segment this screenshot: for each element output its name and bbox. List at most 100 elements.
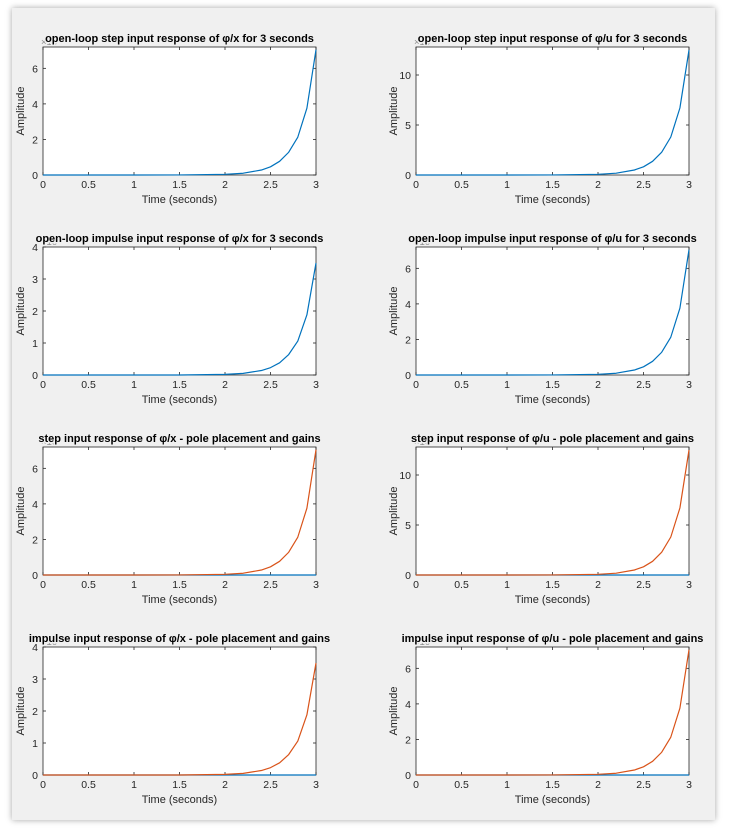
x-tick-label: 2 xyxy=(595,379,601,391)
y-tick-label: 2 xyxy=(32,134,38,146)
subplot-title: step input response of φ/x - pole placem… xyxy=(38,433,320,445)
x-tick-label: 0.5 xyxy=(454,179,469,191)
series-line-open-loop xyxy=(416,449,690,576)
axis-exponent-label: ×10 xyxy=(41,437,57,448)
plot-area xyxy=(415,646,690,776)
y-axis-label: Amplitude xyxy=(388,687,400,736)
plot-area xyxy=(42,646,317,776)
y-axis-label: Amplitude xyxy=(388,287,400,336)
y-tick-label: 0 xyxy=(405,770,411,782)
axis-exponent-label: ×10 xyxy=(41,37,57,48)
plot-area xyxy=(415,246,690,376)
x-tick-label: 1 xyxy=(504,779,510,791)
series-line-open-loop xyxy=(416,649,690,776)
y-tick-label: 5 xyxy=(405,120,411,132)
series-line-response xyxy=(43,49,317,176)
plot-area xyxy=(42,46,317,176)
y-tick-label: 1 xyxy=(32,738,38,750)
y-tick-label: 2 xyxy=(405,334,411,346)
x-tick-label: 3 xyxy=(313,579,319,591)
y-tick-label: 10 xyxy=(399,70,411,82)
plot-area xyxy=(42,446,317,576)
subplot-title: impulse input response of φ/x - pole pla… xyxy=(29,633,330,645)
subplot-title: open-loop step input response of φ/x for… xyxy=(45,33,314,45)
subplot-title: open-loop impulse input response of φ/u … xyxy=(408,233,696,245)
y-tick-label: 4 xyxy=(405,699,411,711)
x-tick-label: 3 xyxy=(686,379,692,391)
x-tick-label: 1.5 xyxy=(172,379,187,391)
y-tick-label: 0 xyxy=(405,570,411,582)
x-tick-label: 2 xyxy=(595,579,601,591)
x-tick-label: 0 xyxy=(40,579,46,591)
y-tick-label: 4 xyxy=(32,242,38,254)
x-tick-label: 0 xyxy=(413,379,419,391)
y-axis-label: Amplitude xyxy=(388,487,400,536)
x-tick-label: 0.5 xyxy=(81,779,96,791)
subplot-title: open-loop step input response of φ/u for… xyxy=(418,33,687,45)
subplot-title: step input response of φ/u - pole placem… xyxy=(411,433,694,445)
y-tick-label: 5 xyxy=(405,520,411,532)
x-tick-label: 0 xyxy=(40,379,46,391)
x-tick-label: 2 xyxy=(222,579,228,591)
x-tick-label: 0.5 xyxy=(81,379,96,391)
y-tick-label: 0 xyxy=(32,370,38,382)
y-tick-label: 1 xyxy=(32,338,38,350)
x-axis-label: Time (seconds) xyxy=(515,194,590,206)
x-tick-label: 1 xyxy=(504,379,510,391)
x-tick-label: 1.5 xyxy=(545,779,560,791)
x-tick-label: 1 xyxy=(504,579,510,591)
axis-exponent-label: ×10 xyxy=(414,437,430,448)
x-tick-label: 1.5 xyxy=(545,579,560,591)
y-axis-label: Amplitude xyxy=(15,87,27,136)
y-axis-label: Amplitude xyxy=(388,87,400,136)
x-tick-label: 0 xyxy=(40,779,46,791)
series-line-open-loop xyxy=(43,449,317,576)
y-tick-label: 2 xyxy=(32,706,38,718)
y-tick-label: 0 xyxy=(405,170,411,182)
x-tick-label: 2.5 xyxy=(263,379,278,391)
axis-exponent-label: ×10 xyxy=(41,237,57,248)
y-tick-label: 4 xyxy=(32,642,38,654)
x-tick-label: 0.5 xyxy=(454,779,469,791)
y-tick-label: 6 xyxy=(32,463,38,475)
x-axis-label: Time (seconds) xyxy=(515,594,590,606)
y-tick-label: 6 xyxy=(32,63,38,75)
x-tick-label: 1.5 xyxy=(545,179,560,191)
x-tick-label: 0 xyxy=(413,579,419,591)
plot-area xyxy=(415,446,690,576)
x-axis-label: Time (seconds) xyxy=(142,794,217,806)
x-tick-label: 0.5 xyxy=(454,379,469,391)
y-tick-label: 4 xyxy=(32,99,38,111)
y-tick-label: 6 xyxy=(405,663,411,675)
axis-exponent-label: ×10 xyxy=(41,637,57,648)
y-axis-label: Amplitude xyxy=(15,487,27,536)
y-tick-label: 0 xyxy=(32,770,38,782)
x-tick-label: 2.5 xyxy=(263,179,278,191)
x-tick-label: 1.5 xyxy=(172,179,187,191)
y-axis-label: Amplitude xyxy=(15,687,27,736)
y-tick-label: 2 xyxy=(405,734,411,746)
axis-exponent-label: ×10 xyxy=(414,637,430,648)
y-tick-label: 4 xyxy=(405,299,411,311)
x-tick-label: 1 xyxy=(131,179,137,191)
y-tick-label: 2 xyxy=(32,306,38,318)
subplot-title: open-loop impulse input response of φ/x … xyxy=(36,233,324,245)
x-tick-label: 2 xyxy=(595,179,601,191)
y-tick-label: 3 xyxy=(32,674,38,686)
x-tick-label: 2.5 xyxy=(263,779,278,791)
y-tick-label: 3 xyxy=(32,274,38,286)
axis-exponent-label: ×10 xyxy=(414,37,430,48)
x-tick-label: 0.5 xyxy=(81,179,96,191)
x-tick-label: 3 xyxy=(313,179,319,191)
x-tick-label: 3 xyxy=(313,379,319,391)
x-tick-label: 0.5 xyxy=(454,579,469,591)
series-line-response xyxy=(43,262,317,376)
x-tick-label: 0.5 xyxy=(81,579,96,591)
y-tick-label: 6 xyxy=(405,263,411,275)
x-tick-label: 2.5 xyxy=(636,179,651,191)
